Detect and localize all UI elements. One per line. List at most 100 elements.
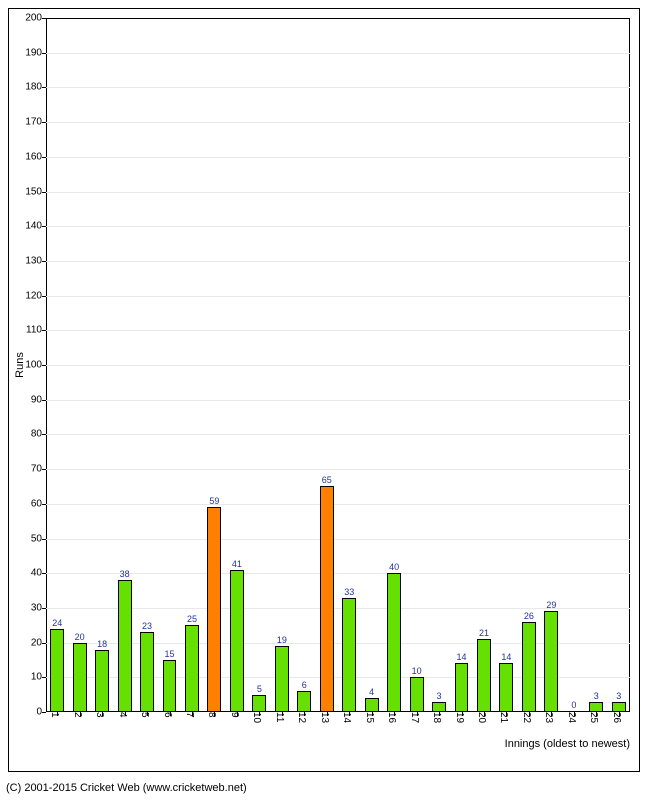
gridline [46, 192, 630, 193]
bar-value-label: 5 [257, 684, 262, 696]
ytick-label: 160 [25, 151, 46, 162]
gridline [46, 504, 630, 505]
xtick-label: 21 [498, 712, 509, 723]
ytick-label: 10 [31, 672, 46, 683]
bar-value-label: 18 [97, 639, 107, 651]
bar-value-label: 19 [277, 635, 287, 647]
xtick-label: 16 [386, 712, 397, 723]
gridline [46, 261, 630, 262]
bar: 59 [207, 507, 221, 712]
y-axis-title: Runs [14, 352, 26, 378]
x-axis-title: Innings (oldest to newest) [505, 738, 630, 750]
bar: 25 [185, 625, 199, 712]
bar-value-label: 0 [571, 700, 576, 712]
ytick-label: 80 [31, 429, 46, 440]
ytick-label: 50 [31, 533, 46, 544]
bar: 20 [73, 643, 87, 712]
xtick-label: 5 [139, 712, 150, 718]
ytick-label: 150 [25, 186, 46, 197]
ytick-label: 40 [31, 568, 46, 579]
ytick-label: 60 [31, 498, 46, 509]
bar: 38 [118, 580, 132, 712]
xtick-label: 18 [431, 712, 442, 723]
gridline [46, 400, 630, 401]
bar-value-label: 29 [546, 600, 556, 612]
bar-value-label: 23 [142, 621, 152, 633]
bar: 18 [95, 650, 109, 712]
bar-value-label: 10 [412, 666, 422, 678]
bar: 33 [342, 598, 356, 713]
ytick-label: 110 [26, 325, 46, 336]
chart-container: 0102030405060708090100110120130140150160… [0, 0, 650, 800]
ytick-label: 90 [31, 394, 46, 405]
bar-value-label: 33 [344, 587, 354, 599]
xtick-label: 23 [543, 712, 554, 723]
ytick-label: 120 [25, 290, 46, 301]
xtick-label: 22 [521, 712, 532, 723]
ytick-label: 180 [25, 82, 46, 93]
gridline [46, 469, 630, 470]
bar: 41 [230, 570, 244, 712]
gridline [46, 677, 630, 678]
bar-value-label: 20 [75, 632, 85, 644]
bar: 14 [455, 663, 469, 712]
bar: 4 [365, 698, 379, 712]
xtick-label: 7 [184, 712, 195, 718]
bar-value-label: 24 [52, 618, 62, 630]
bar-value-label: 3 [437, 691, 442, 703]
xtick-label: 20 [476, 712, 487, 723]
bar: 65 [320, 486, 334, 712]
bar-value-label: 41 [232, 559, 242, 571]
xtick-label: 15 [364, 712, 375, 723]
bar-value-label: 3 [616, 691, 621, 703]
xtick-label: 25 [588, 712, 599, 723]
bar-value-label: 15 [165, 649, 175, 661]
bar: 5 [252, 695, 266, 712]
bar-value-label: 65 [322, 475, 332, 487]
xtick-label: 6 [162, 712, 173, 718]
bar: 3 [589, 702, 603, 712]
bar: 40 [387, 573, 401, 712]
gridline [46, 643, 630, 644]
ytick-label: 0 [36, 707, 46, 718]
xtick-label: 19 [454, 712, 465, 723]
xtick-label: 12 [296, 712, 307, 723]
bar: 21 [477, 639, 491, 712]
ytick-label: 130 [25, 255, 46, 266]
xtick-label: 3 [94, 712, 105, 718]
xtick-label: 14 [341, 712, 352, 723]
bar-value-label: 25 [187, 614, 197, 626]
bar: 10 [410, 677, 424, 712]
bar-value-label: 14 [501, 652, 511, 664]
xtick-label: 4 [117, 712, 128, 718]
plot-area: 0102030405060708090100110120130140150160… [46, 18, 630, 712]
xtick-label: 1 [49, 712, 60, 718]
ytick-label: 70 [31, 464, 46, 475]
bar-value-label: 38 [120, 569, 130, 581]
bar: 29 [544, 611, 558, 712]
xtick-label: 24 [566, 712, 577, 723]
bar: 14 [499, 663, 513, 712]
gridline [46, 226, 630, 227]
bar-value-label: 6 [302, 680, 307, 692]
bar-value-label: 14 [457, 652, 467, 664]
gridline [46, 296, 630, 297]
ytick-label: 20 [31, 637, 46, 648]
bar-value-label: 40 [389, 562, 399, 574]
ytick-label: 140 [25, 221, 46, 232]
xtick-label: 17 [409, 712, 420, 723]
gridline [46, 53, 630, 54]
bar-value-label: 21 [479, 628, 489, 640]
gridline [46, 365, 630, 366]
bar-value-label: 3 [594, 691, 599, 703]
bar: 6 [297, 691, 311, 712]
bar: 24 [50, 629, 64, 712]
bar-value-label: 4 [369, 687, 374, 699]
ytick-label: 200 [25, 13, 46, 24]
bar: 3 [432, 702, 446, 712]
xtick-label: 13 [319, 712, 330, 723]
bar: 23 [140, 632, 154, 712]
xtick-label: 11 [274, 712, 285, 722]
xtick-label: 9 [229, 712, 240, 718]
gridline [46, 573, 630, 574]
